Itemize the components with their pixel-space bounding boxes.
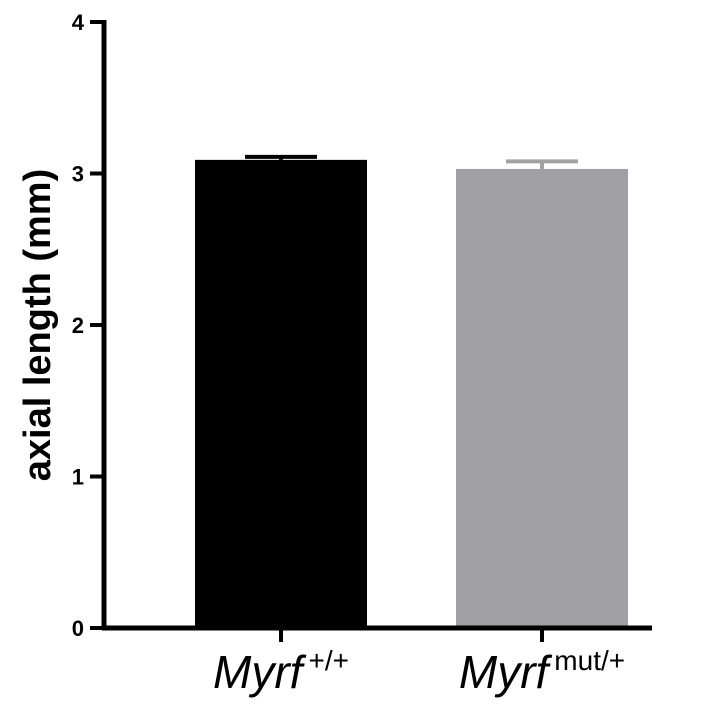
bars bbox=[195, 154, 628, 629]
y-axis-label: axial length (mm) bbox=[17, 169, 59, 482]
y-tick-label: 2 bbox=[72, 313, 84, 338]
y-tick-label: 0 bbox=[72, 616, 84, 641]
x-tick-label-superscript: mut/+ bbox=[554, 645, 625, 676]
x-tick-label-superscript: +/+ bbox=[308, 645, 348, 676]
x-tick-label: Myrf +/+ bbox=[213, 645, 349, 698]
y-tick-label: 3 bbox=[72, 162, 84, 187]
y-tick-label: 4 bbox=[72, 10, 85, 35]
x-tick-label: Myrf mut/+ bbox=[459, 645, 625, 698]
x-tick-label-name: Myrf bbox=[213, 646, 307, 698]
bar bbox=[456, 168, 628, 628]
axes bbox=[90, 20, 652, 642]
x-tick-label-name: Myrf bbox=[459, 646, 553, 698]
y-tick-label: 1 bbox=[72, 465, 84, 490]
bar bbox=[195, 159, 367, 629]
